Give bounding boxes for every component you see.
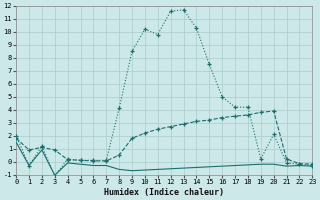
X-axis label: Humidex (Indice chaleur): Humidex (Indice chaleur) (104, 188, 224, 197)
